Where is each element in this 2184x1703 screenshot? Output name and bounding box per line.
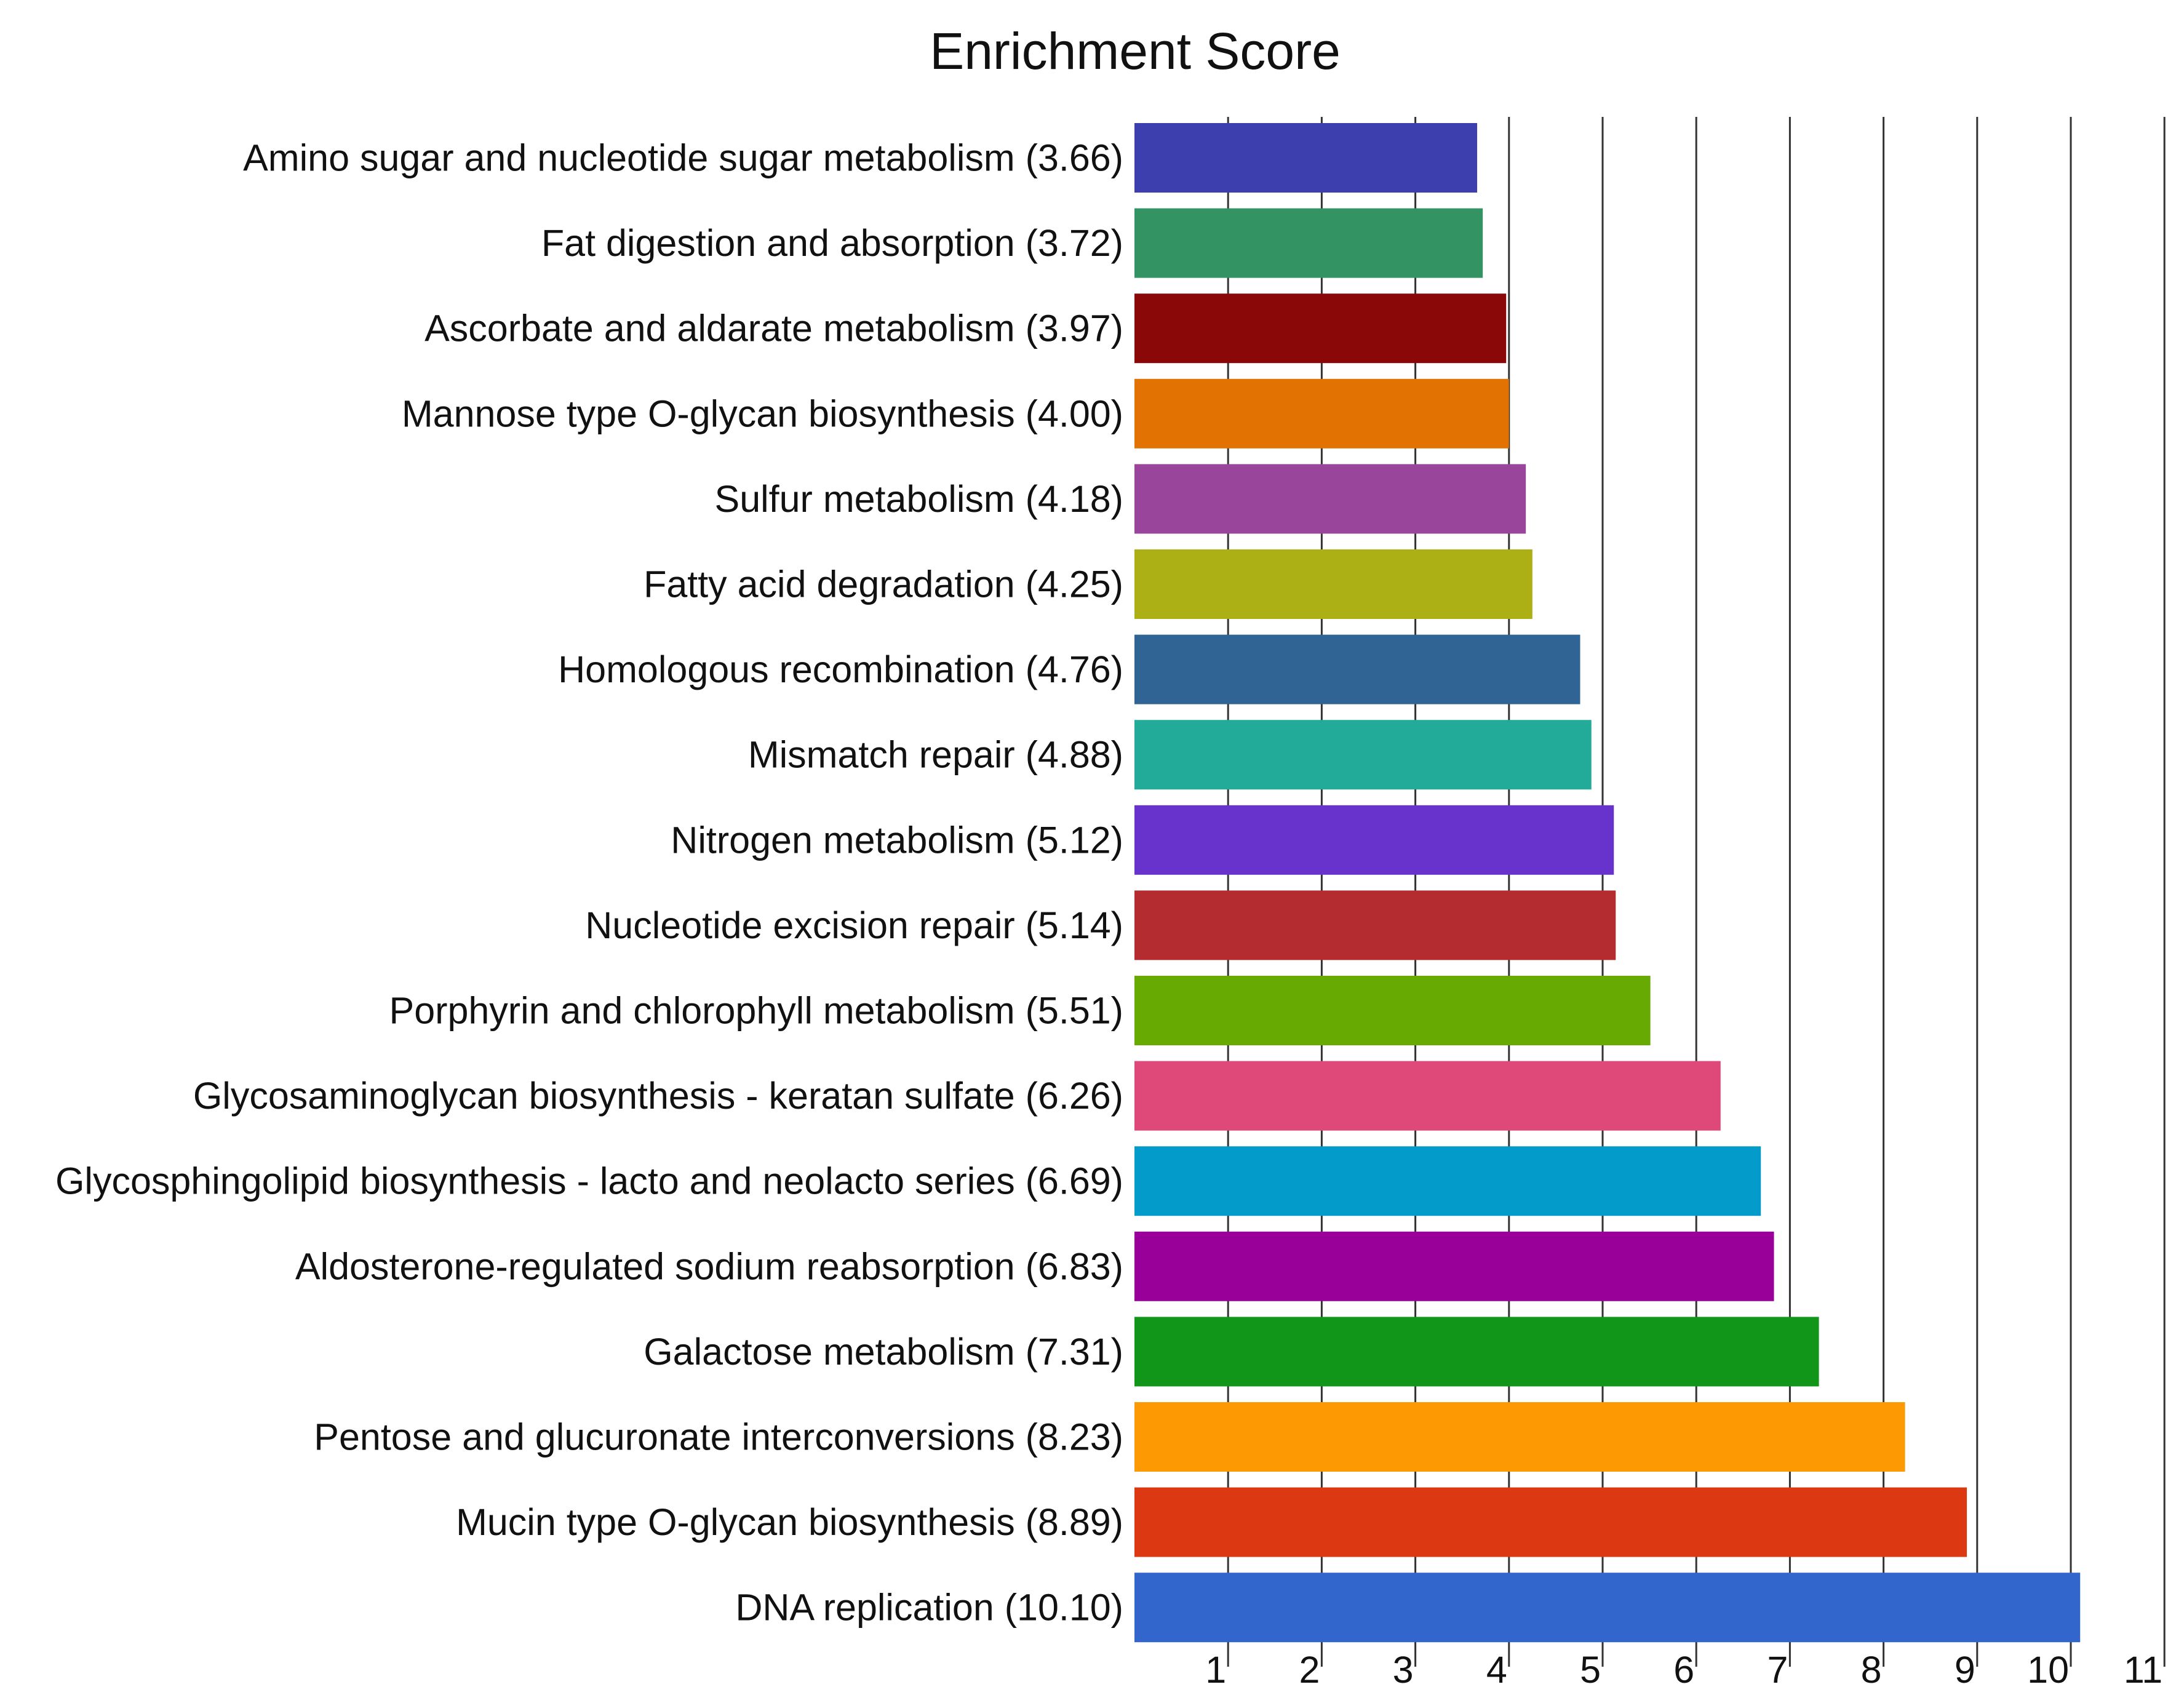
category-label: Nucleotide excision repair (5.14): [585, 904, 1123, 946]
bar-12: [1134, 1061, 1721, 1131]
category-label: Fat digestion and absorption (3.72): [541, 222, 1123, 264]
category-label: Mannose type O-glycan biosynthesis (4.00…: [402, 393, 1123, 434]
x-tick-label: 1: [1205, 1649, 1226, 1691]
category-label: Porphyrin and chlorophyll metabolism (5.…: [389, 990, 1123, 1032]
category-label: Mucin type O-glycan biosynthesis (8.89): [456, 1501, 1123, 1543]
category-label: Nitrogen metabolism (5.12): [671, 819, 1123, 861]
x-tick-label: 3: [1393, 1649, 1414, 1691]
bar-2: [1134, 208, 1483, 278]
bar-18: [1134, 1573, 2081, 1643]
bar-5: [1134, 464, 1526, 534]
bar-11: [1134, 976, 1651, 1045]
grid-lines: [1227, 117, 2166, 1658]
bar-16: [1134, 1402, 1905, 1472]
category-label: Pentose and glucuronate interconversions…: [314, 1416, 1123, 1458]
bar-17: [1134, 1487, 1967, 1557]
x-tick-label: 6: [1673, 1649, 1694, 1691]
category-label: Glycosaminoglycan biosynthesis - keratan…: [193, 1075, 1123, 1117]
bar-3: [1134, 293, 1507, 364]
category-label: Ascorbate and aldarate metabolism (3.97): [424, 308, 1123, 349]
bar-1: [1134, 123, 1478, 193]
x-tick-label: 5: [1580, 1649, 1601, 1691]
x-tick-label: 10: [2027, 1649, 2069, 1691]
x-tick-label: 2: [1299, 1649, 1320, 1691]
bars: [1134, 123, 2081, 1643]
x-tick-label: 4: [1486, 1649, 1507, 1691]
category-label: Amino sugar and nucleotide sugar metabol…: [243, 137, 1123, 179]
category-label: Mismatch repair (4.88): [748, 734, 1123, 776]
category-labels: Amino sugar and nucleotide sugar metabol…: [55, 137, 1123, 1629]
chart-title: Enrichment Score: [930, 22, 1341, 80]
bar-13: [1134, 1146, 1761, 1216]
x-tick-label: 7: [1767, 1649, 1788, 1691]
category-label: Galactose metabolism (7.31): [644, 1331, 1123, 1373]
category-label: Glycosphingolipid biosynthesis - lacto a…: [55, 1160, 1123, 1202]
x-tick-label: 8: [1861, 1649, 1882, 1691]
bar-7: [1134, 634, 1580, 704]
bar-10: [1134, 890, 1616, 960]
x-tick-label: 11: [2124, 1649, 2162, 1691]
bar-8: [1134, 720, 1592, 790]
bar-14: [1134, 1231, 1774, 1301]
category-label: Aldosterone-regulated sodium reabsorptio…: [295, 1245, 1123, 1287]
category-label: Homologous recombination (4.76): [558, 648, 1123, 690]
category-label: DNA replication (10.10): [735, 1587, 1123, 1629]
x-tick-label: 9: [1955, 1649, 1975, 1691]
bar-6: [1134, 549, 1532, 619]
category-label: Sulfur metabolism (4.18): [715, 478, 1123, 520]
category-label: Fatty acid degradation (4.25): [644, 564, 1123, 605]
bar-4: [1134, 378, 1509, 449]
bar-9: [1134, 805, 1614, 875]
bar-15: [1134, 1317, 1819, 1387]
x-axis-ticks: 1 2 3 4 5 6 7 8 9 10 11: [1205, 1649, 2166, 1691]
